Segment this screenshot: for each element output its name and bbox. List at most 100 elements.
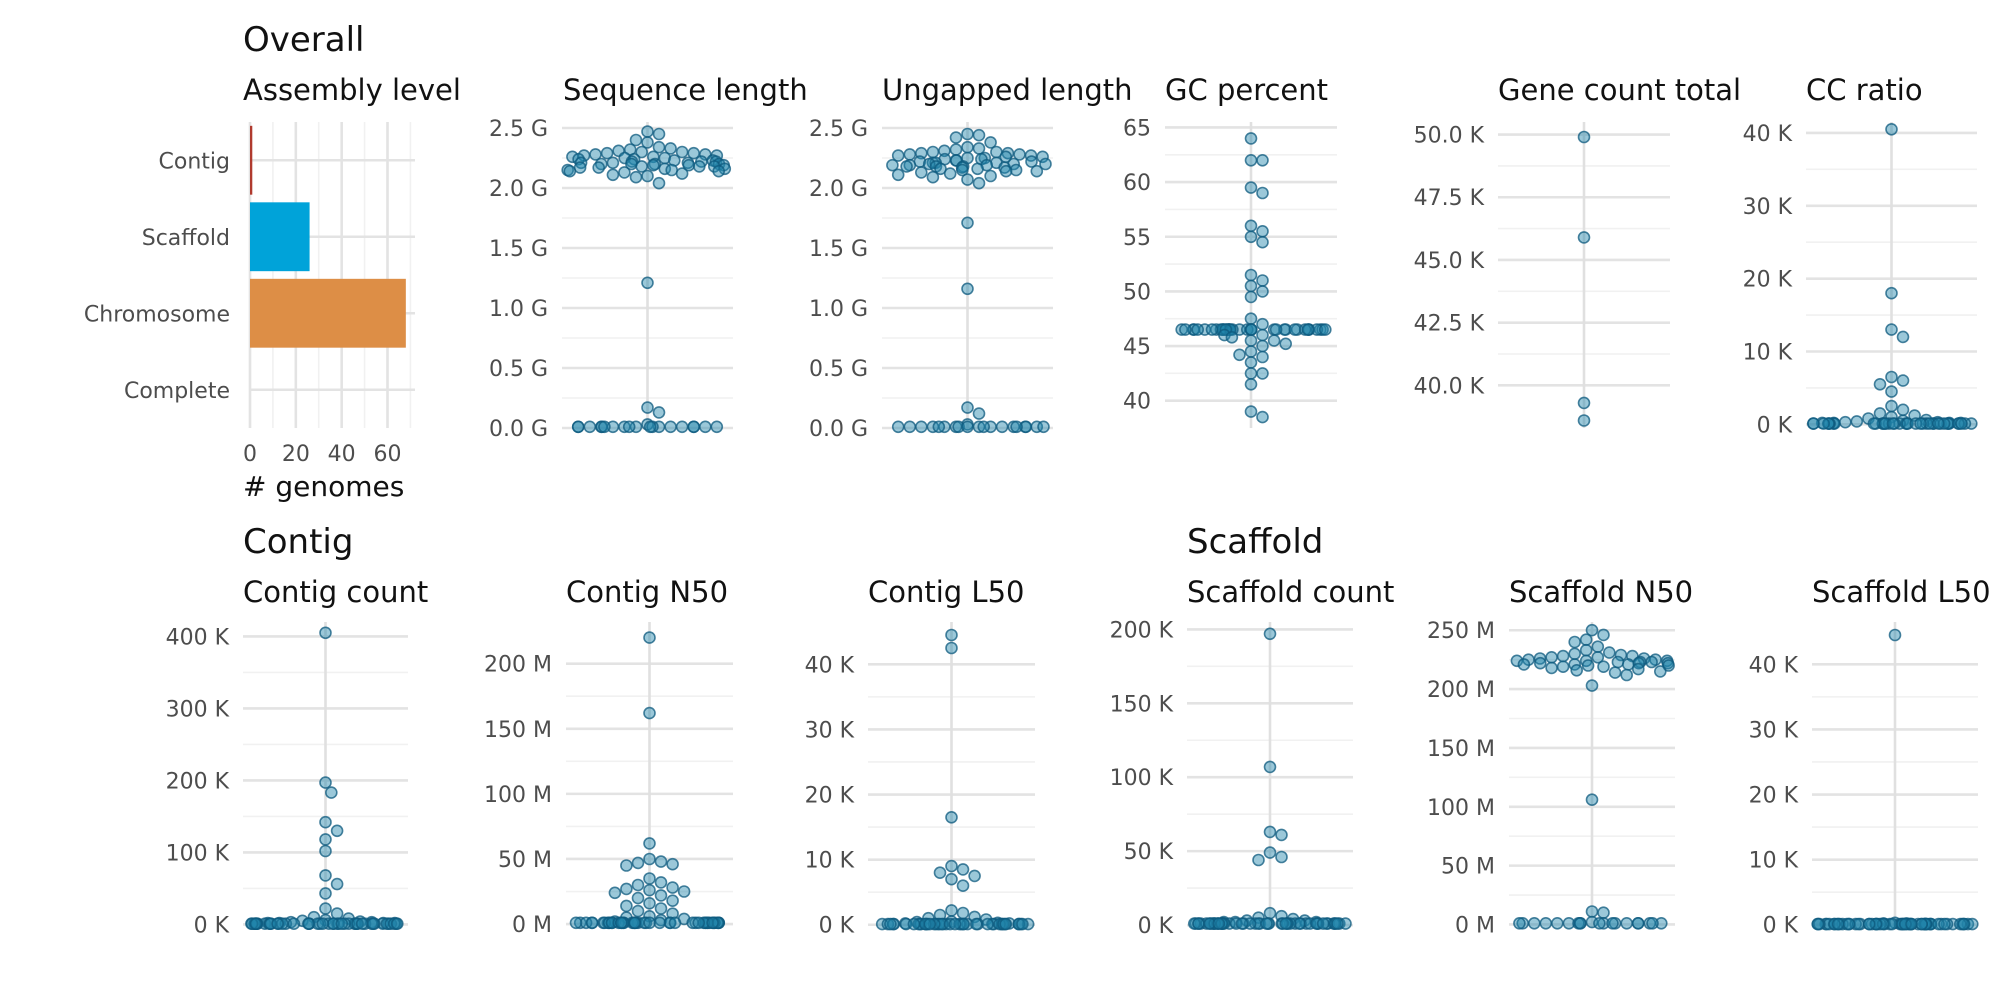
data-point (1604, 647, 1615, 658)
bar-chromosome (250, 279, 406, 348)
data-point (962, 421, 973, 432)
data-point (326, 787, 337, 798)
data-point (1234, 349, 1245, 360)
data-point (1207, 324, 1218, 335)
data-point (666, 165, 677, 176)
data-point (1001, 166, 1012, 177)
data-point (1031, 166, 1042, 177)
y-tick-label: 0 K (194, 913, 230, 938)
data-point (933, 421, 944, 432)
data-point (670, 917, 681, 928)
data-point (1246, 182, 1257, 193)
y-tick-label: 45.0 K (1414, 249, 1485, 274)
data-point (1540, 918, 1551, 929)
y-tick-label: 0.5 G (489, 357, 548, 382)
data-point (607, 169, 618, 180)
data-point (642, 171, 653, 182)
data-point (644, 898, 655, 909)
data-point (927, 147, 938, 158)
data-point (1038, 421, 1049, 432)
data-point (1886, 324, 1897, 335)
data-point (654, 178, 665, 189)
data-point (642, 402, 653, 413)
y-tick-label: 20 K (1749, 784, 1799, 809)
data-point (621, 860, 632, 871)
data-point (1246, 406, 1257, 417)
y-tick-label: 50 M (1441, 855, 1495, 880)
y-tick-label: 40.0 K (1414, 374, 1485, 399)
y-tick-label: 50 (1123, 280, 1151, 305)
y-tick-label: 1.5 G (809, 237, 868, 262)
data-point (901, 161, 912, 172)
data-point (1598, 907, 1609, 918)
data-point (645, 421, 656, 432)
data-point (320, 777, 331, 788)
data-point (1280, 918, 1291, 929)
y-tick-label: 150 K (1110, 692, 1174, 717)
data-point (642, 277, 653, 288)
data-point (1257, 275, 1268, 286)
data-point (1579, 397, 1590, 408)
data-point (573, 421, 584, 432)
data-point (332, 825, 343, 836)
data-point (1833, 919, 1844, 930)
data-point (974, 178, 985, 189)
data-point (621, 883, 632, 894)
data-point (1598, 661, 1609, 672)
data-point (1269, 335, 1280, 346)
panel-title: CC ratio (1806, 73, 1923, 107)
data-point (1226, 332, 1237, 343)
data-point (1958, 919, 1969, 930)
data-point (629, 917, 640, 928)
data-point (1257, 286, 1268, 297)
y-tick-label: 200 M (484, 653, 552, 678)
data-point (1257, 341, 1268, 352)
data-point (1265, 826, 1276, 837)
category-label: Scaffold (142, 226, 230, 251)
data-point (1916, 919, 1927, 930)
data-point (950, 919, 961, 930)
data-point (1261, 918, 1272, 929)
data-point (654, 407, 665, 418)
data-point (985, 171, 996, 182)
y-tick-label: 0 K (1138, 914, 1174, 939)
data-point (1844, 919, 1855, 930)
y-tick-label: 250 M (1427, 619, 1495, 644)
data-point (1939, 919, 1950, 930)
data-point (1192, 324, 1203, 335)
data-point (1017, 919, 1028, 930)
data-point (1583, 660, 1594, 671)
data-point (1257, 368, 1268, 379)
data-point (688, 421, 699, 432)
data-point (1851, 416, 1862, 427)
data-point (927, 172, 938, 183)
y-tick-label: 40 K (1749, 653, 1799, 678)
data-point (962, 402, 973, 413)
data-point (679, 886, 690, 897)
data-point (631, 172, 642, 183)
data-point (1886, 386, 1897, 397)
data-point (320, 903, 331, 914)
data-point (619, 167, 630, 178)
data-point (665, 421, 676, 432)
y-tick-label: 30 K (805, 718, 855, 743)
data-point (1915, 418, 1926, 429)
data-point (935, 867, 946, 878)
data-point (958, 864, 969, 875)
data-point (303, 918, 314, 929)
data-point (621, 900, 632, 911)
data-point (1257, 226, 1268, 237)
data-point (1257, 352, 1268, 363)
data-point (1320, 324, 1331, 335)
data-point (1558, 651, 1569, 662)
data-point (951, 144, 962, 155)
data-point (962, 283, 973, 294)
data-point (958, 908, 969, 919)
data-point (962, 129, 973, 140)
data-point (1890, 630, 1901, 641)
data-point (1655, 666, 1666, 677)
data-point (916, 167, 927, 178)
data-point (624, 421, 635, 432)
data-point (1193, 918, 1204, 929)
data-point (916, 421, 927, 432)
